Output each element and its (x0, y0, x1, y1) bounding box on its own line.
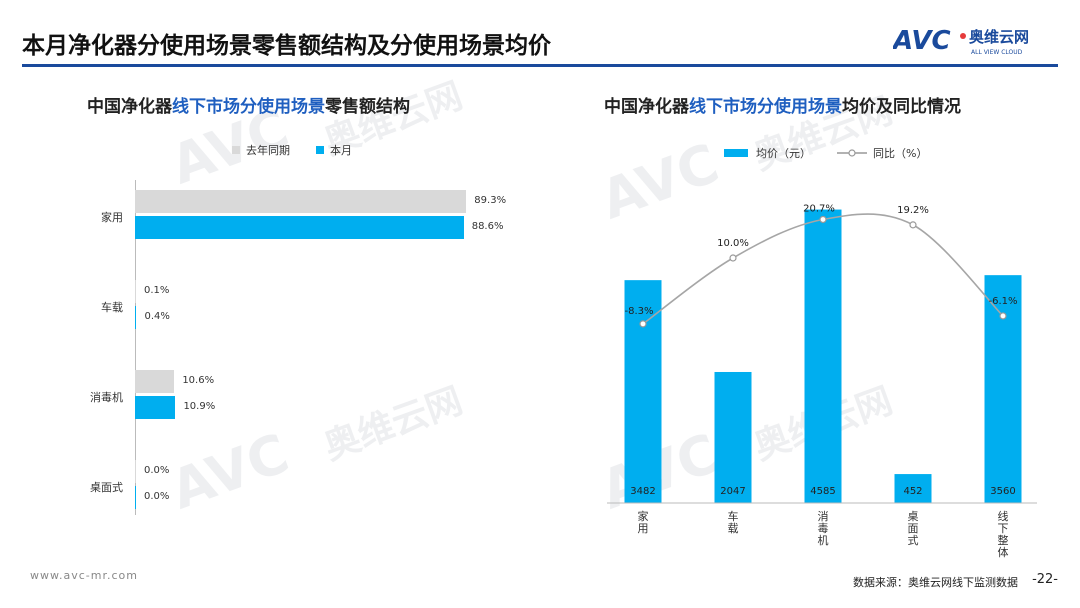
right-bar (894, 474, 932, 503)
page-title: 本月净化器分使用场景零售额结构及分使用场景均价 (22, 33, 551, 59)
left-bar (135, 460, 136, 483)
left-value-label: 10.9% (183, 401, 216, 412)
left-bar (135, 280, 136, 303)
left-bar (135, 306, 137, 329)
left-value-label: 0.4% (144, 311, 170, 322)
right-category-label: 整 (998, 533, 1009, 547)
right-bar (984, 275, 1022, 503)
logo-en: ALL VIEW CLOUD (971, 49, 1023, 56)
legend-label: 均价（元） (756, 147, 811, 160)
left-axis-line (135, 180, 136, 515)
legend-swatch-blue (724, 149, 748, 157)
legend-swatch-blue (316, 146, 324, 154)
right-category-label: 体 (998, 545, 1009, 559)
legend-item-yoy: 同比（%） (837, 145, 927, 161)
right-bar-value-label: 452 (903, 486, 922, 497)
right-category-label: 用 (638, 522, 649, 535)
left-category-label: 桌面式 (90, 481, 123, 494)
right-category-label: 线 (998, 509, 1009, 523)
left-value-label: 10.6% (182, 375, 215, 386)
header-divider (22, 64, 1058, 67)
right-category-label: 机 (818, 533, 829, 547)
left-bar (135, 190, 467, 213)
left-category-label: 家用 (101, 211, 123, 224)
right-bar-value-label: 3482 (630, 486, 655, 497)
right-category-label: 面 (908, 522, 919, 535)
right-bar (624, 280, 662, 503)
website-text: www.avc-mr.com (30, 569, 138, 582)
avc-logo: AVC 奥维云网 ALL VIEW CLOUD (893, 26, 1029, 56)
watermark: AVC (592, 421, 727, 522)
right-yoy-label: 20.7% (803, 203, 835, 214)
right-category-label: 毒 (818, 522, 829, 535)
right-category-label: 下 (998, 522, 1009, 535)
legend-label: 同比（%） (873, 147, 928, 160)
right-bar-value-label: 3560 (990, 486, 1015, 497)
right-yoy-point (639, 320, 647, 328)
right-yoy-label: 19.2% (897, 205, 929, 216)
right-title-post: 均价及同比情况 (842, 97, 961, 117)
left-value-label: 0.0% (144, 465, 170, 476)
left-title-pre: 中国净化器 (87, 97, 172, 117)
left-chart-title: 中国净化器线下市场分使用场景零售额结构 (87, 92, 410, 117)
right-category-label: 桌 (908, 510, 919, 523)
right-title-pre: 中国净化器 (604, 97, 689, 117)
right-category-label: 车 (728, 509, 739, 523)
page-number: -22- (1032, 572, 1058, 587)
legend-line-swatch (837, 149, 867, 157)
left-bar (135, 486, 136, 509)
left-title-highlight: 线下市场分使用场景 (172, 97, 325, 117)
legend-item-last-year: 去年同期 (232, 142, 290, 158)
legend-label: 去年同期 (246, 144, 290, 157)
left-value-label: 88.6% (471, 221, 504, 232)
logo-dot (960, 33, 966, 39)
left-bar (135, 370, 175, 393)
left-title-post: 零售额结构 (325, 97, 410, 117)
logo-cn: 奥维云网 (969, 28, 1029, 46)
right-yoy-line (642, 213, 1004, 325)
right-yoy-label: 10.0% (717, 238, 749, 249)
legend-item-this-month: 本月 (316, 142, 352, 158)
legend-label: 本月 (330, 144, 352, 157)
right-bar (714, 371, 752, 503)
right-yoy-point (729, 254, 737, 262)
right-chart-title: 中国净化器线下市场分使用场景均价及同比情况 (604, 92, 961, 117)
left-value-label: 89.3% (474, 195, 507, 206)
left-bar (135, 216, 464, 239)
watermark: AVC (592, 131, 727, 232)
right-category-label: 家 (638, 509, 649, 523)
left-legend: 去年同期 本月 (232, 142, 378, 158)
right-bar-value-label: 4585 (810, 486, 835, 497)
logo-text: AVC (893, 26, 951, 56)
right-category-label: 式 (908, 534, 919, 547)
right-yoy-label: -6.1% (988, 296, 1017, 307)
legend-swatch-gray (232, 146, 240, 154)
left-bar (135, 396, 176, 419)
left-value-label: 0.0% (144, 491, 170, 502)
right-category-label: 消 (818, 509, 829, 523)
right-yoy-point (909, 221, 917, 229)
watermark: 奥维云网 (748, 380, 898, 469)
right-yoy-point (999, 312, 1007, 320)
data-source: 数据来源：奥维云网线下监测数据 (853, 576, 1018, 589)
legend-item-avg-price: 均价（元） (724, 145, 811, 161)
watermark: AVC (162, 421, 297, 522)
left-category-label: 消毒机 (90, 391, 123, 404)
watermark: 奥维云网 (318, 380, 468, 469)
right-bar (804, 209, 842, 503)
right-yoy-label: -8.3% (624, 306, 653, 317)
left-value-label: 0.1% (144, 285, 170, 296)
left-category-label: 车载 (101, 301, 123, 314)
right-category-label: 载 (728, 522, 739, 535)
right-bar-value-label: 2047 (720, 486, 745, 497)
right-title-highlight: 线下市场分使用场景 (689, 97, 842, 117)
right-legend: 均价（元） 同比（%） (724, 145, 953, 161)
right-yoy-point (819, 215, 827, 224)
